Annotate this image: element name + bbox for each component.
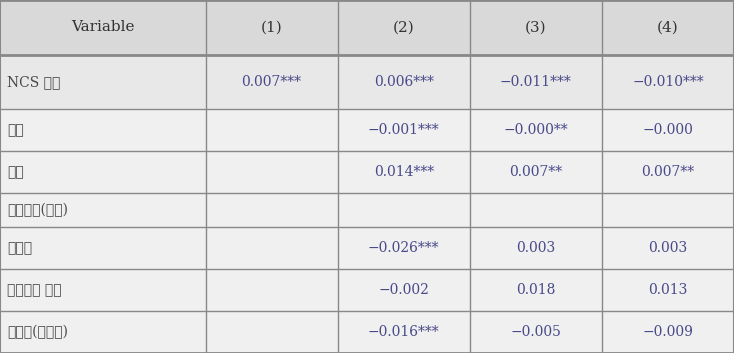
Text: −0.011***: −0.011*** <box>500 75 572 89</box>
Text: (3): (3) <box>525 20 547 34</box>
Text: −0.010***: −0.010*** <box>632 75 704 89</box>
Text: 0.003: 0.003 <box>516 241 556 255</box>
Text: 성별: 성별 <box>7 165 24 179</box>
Text: 0.006***: 0.006*** <box>374 75 434 89</box>
Text: Variable: Variable <box>71 20 134 34</box>
Text: −0.000: −0.000 <box>642 123 694 137</box>
Bar <box>206 193 338 227</box>
Text: NCS 적용: NCS 적용 <box>7 75 61 89</box>
Text: 거주지(수도권): 거주지(수도권) <box>7 325 68 339</box>
Text: (4): (4) <box>657 20 679 34</box>
Text: 0.014***: 0.014*** <box>374 165 434 179</box>
Bar <box>0 193 206 227</box>
Text: −0.001***: −0.001*** <box>368 123 440 137</box>
Text: 0.013: 0.013 <box>648 283 688 297</box>
Bar <box>602 193 734 227</box>
Text: 대학원졸 이상: 대학원졸 이상 <box>7 283 62 297</box>
Text: −0.026***: −0.026*** <box>368 241 440 255</box>
Text: −0.002: −0.002 <box>378 283 429 297</box>
Bar <box>470 193 602 227</box>
Text: −0.009: −0.009 <box>642 325 694 339</box>
Text: 0.007***: 0.007*** <box>241 75 302 89</box>
Bar <box>338 193 470 227</box>
Text: −0.000**: −0.000** <box>504 123 568 137</box>
Text: −0.016***: −0.016*** <box>368 325 440 339</box>
Text: 0.003: 0.003 <box>648 241 688 255</box>
Text: 초대졸: 초대졸 <box>7 241 32 255</box>
Text: 학력더미(고졸): 학력더미(고졸) <box>7 203 68 217</box>
Text: 연령: 연령 <box>7 123 24 137</box>
Text: (1): (1) <box>261 20 283 34</box>
Text: 0.007**: 0.007** <box>509 165 562 179</box>
Text: (2): (2) <box>393 20 415 34</box>
Text: −0.005: −0.005 <box>510 325 562 339</box>
Text: 0.007**: 0.007** <box>642 165 694 179</box>
Text: 0.018: 0.018 <box>516 283 556 297</box>
